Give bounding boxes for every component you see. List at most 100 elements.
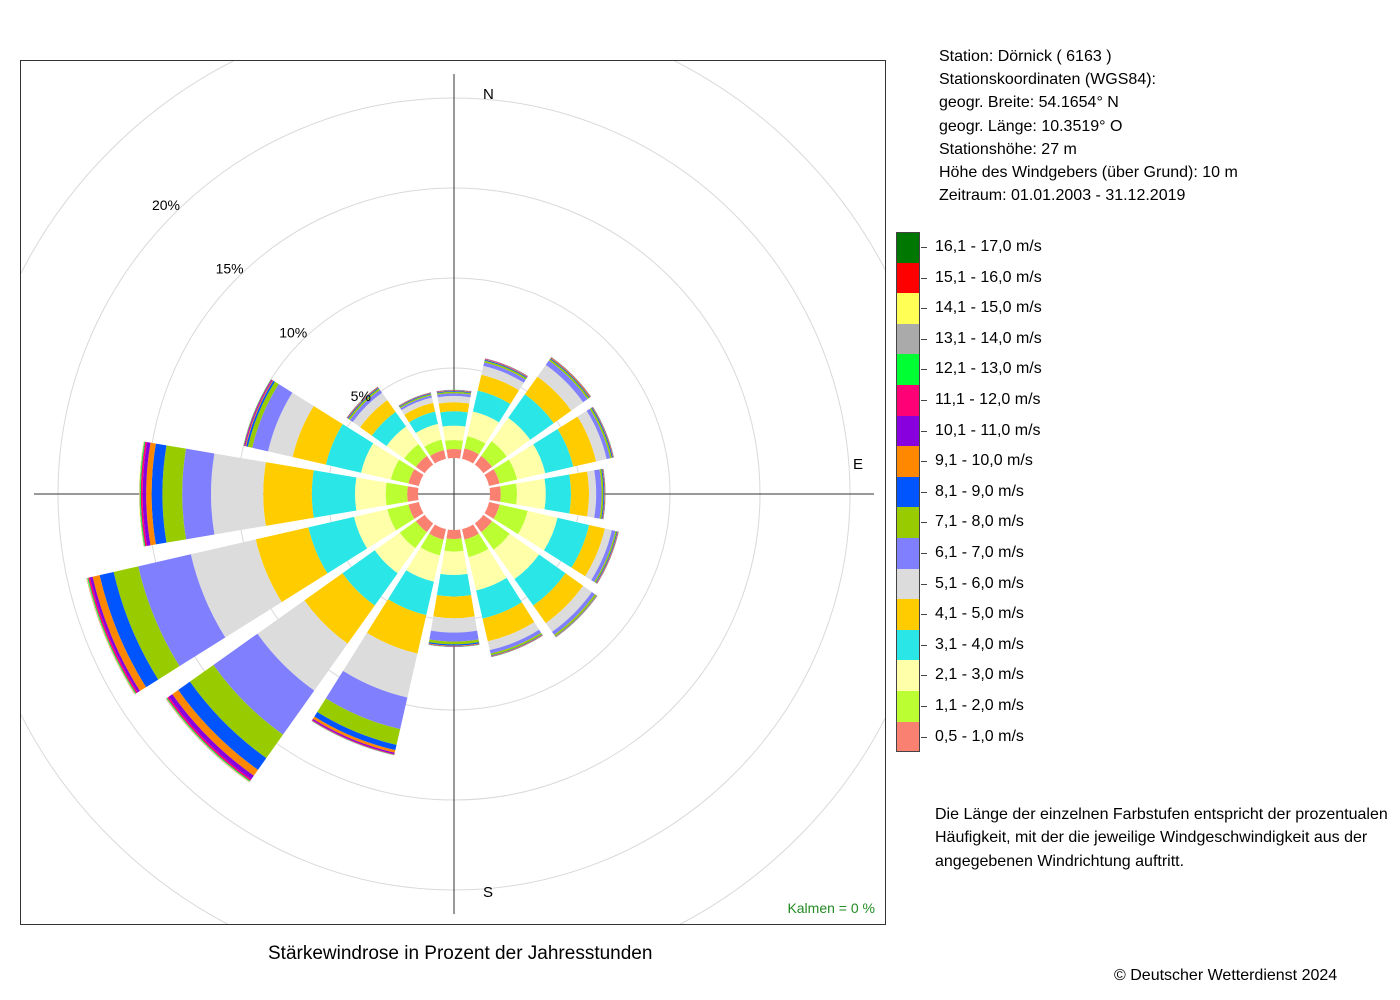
legend-label: 6,1 - 7,0 m/s bbox=[935, 544, 1024, 561]
segment-wsw-class-6 bbox=[190, 539, 282, 638]
ring-label-10: 10% bbox=[279, 324, 307, 340]
segment-sso-class-7 bbox=[489, 629, 542, 654]
segment-n-class-5 bbox=[438, 402, 470, 413]
segment-w-class-11 bbox=[142, 442, 151, 546]
segment-nno-class-9 bbox=[484, 359, 528, 379]
legend-tick bbox=[921, 583, 927, 585]
calm-annotation: Kalmen = 0 % bbox=[787, 900, 875, 916]
sector-so bbox=[474, 514, 598, 638]
segment-nno-class-8 bbox=[484, 360, 527, 380]
segment-ssw-class-10 bbox=[312, 716, 396, 753]
segment-sso-class-3 bbox=[468, 548, 507, 591]
legend-swatch bbox=[896, 721, 920, 753]
segment-sso-class-6 bbox=[487, 622, 540, 651]
legend-tick bbox=[921, 430, 927, 432]
segment-sw-class-5 bbox=[304, 573, 375, 644]
segment-sw-class-3 bbox=[374, 532, 416, 574]
segment-nw-class-3 bbox=[386, 426, 419, 459]
legend-tick bbox=[921, 247, 927, 248]
sector-oso bbox=[484, 502, 619, 584]
legend-item: 5,1 - 6,0 m/s bbox=[896, 568, 1196, 600]
segment-oso-class-3 bbox=[518, 510, 558, 551]
segment-sw-class-7 bbox=[213, 633, 315, 735]
segment-o-class-5 bbox=[569, 471, 589, 517]
legend-swatch bbox=[896, 232, 920, 263]
segment-ssw-class-7 bbox=[325, 670, 408, 730]
segment-nnw-class-5 bbox=[404, 402, 436, 423]
segment-wnw-class-5 bbox=[292, 406, 343, 465]
segment-o-class-8 bbox=[599, 469, 604, 519]
segment-n-class-14 bbox=[436, 389, 472, 392]
legend-label: 16,1 - 17,0 m/s bbox=[935, 238, 1042, 255]
segment-nw-class-4 bbox=[371, 411, 407, 447]
sector-sso bbox=[462, 524, 543, 658]
segment-ono-class-8 bbox=[589, 407, 612, 459]
segment-wsw-class-2 bbox=[387, 504, 415, 531]
segment-wsw-class-10 bbox=[92, 575, 146, 692]
legend-swatch bbox=[896, 323, 920, 355]
legend-tick bbox=[921, 277, 927, 279]
segment-ssw-class-2 bbox=[420, 533, 444, 556]
legend-tick bbox=[921, 461, 927, 463]
segment-nnw-class-3 bbox=[415, 423, 442, 447]
legend-tick bbox=[921, 369, 927, 371]
segment-oso-class-5 bbox=[571, 524, 605, 577]
sector-sw bbox=[165, 514, 434, 783]
legend-item: 13,1 - 14,0 m/s bbox=[896, 323, 1196, 355]
segment-s-class-5 bbox=[433, 595, 475, 619]
legend-label: 10,1 - 11,0 m/s bbox=[935, 421, 1041, 439]
segment-ssw-class-9 bbox=[314, 712, 397, 751]
legend-swatch bbox=[896, 262, 920, 294]
segment-wsw-class-11 bbox=[89, 576, 140, 693]
segment-s-class-4 bbox=[436, 573, 472, 597]
segment-so-class-7 bbox=[552, 592, 595, 635]
segment-ono-class-1 bbox=[484, 469, 500, 486]
segment-n-class-11 bbox=[436, 390, 472, 392]
segment-o-class-4 bbox=[544, 474, 571, 514]
station-latitude: geogr. Breite: 54.1654° N bbox=[939, 94, 1119, 112]
segment-o-class-2 bbox=[500, 483, 517, 505]
legend-label: 15,1 - 16,0 m/s bbox=[935, 268, 1042, 286]
segment-sw-class-10 bbox=[172, 690, 258, 776]
segment-nw-class-6 bbox=[352, 392, 388, 428]
segment-o-class-13 bbox=[603, 468, 606, 520]
segment-w-class-15 bbox=[138, 441, 144, 547]
sector-nnw bbox=[398, 392, 446, 464]
legend-swatch bbox=[896, 354, 920, 385]
legend-item: 7,1 - 8,0 m/s bbox=[896, 507, 1196, 538]
segment-nw-class-5 bbox=[360, 400, 396, 436]
segment-oso-class-1 bbox=[484, 502, 500, 519]
legend-tick bbox=[921, 308, 927, 310]
segment-ono-class-4 bbox=[533, 428, 574, 474]
copyright-notice: © Deutscher Wetterdienst 2024 bbox=[1114, 967, 1338, 984]
segment-nw-class-8 bbox=[348, 388, 380, 420]
segment-no-class-6 bbox=[537, 364, 584, 411]
segment-sso-class-4 bbox=[476, 577, 522, 619]
sector-nw bbox=[346, 386, 434, 474]
segment-wnw-class-1 bbox=[408, 469, 424, 486]
segment-n-class-9 bbox=[436, 391, 472, 394]
segment-so-class-2 bbox=[481, 521, 510, 550]
segment-s-class-1 bbox=[446, 529, 462, 539]
legend-label: 8,1 - 9,0 m/s bbox=[935, 482, 1024, 500]
segment-n-class-10 bbox=[436, 390, 472, 393]
segment-sw-class-11 bbox=[168, 694, 254, 780]
segment-no-class-1 bbox=[474, 455, 493, 474]
segment-wsw-class-3 bbox=[353, 509, 397, 549]
segment-n-class-4 bbox=[440, 411, 468, 427]
legend-tick bbox=[921, 338, 927, 340]
legend-item: 15,1 - 16,0 m/s bbox=[896, 262, 1196, 294]
segment-nnw-class-6 bbox=[401, 397, 434, 415]
segment-nno-class-1 bbox=[462, 448, 479, 464]
segment-w-class-6 bbox=[211, 453, 266, 535]
segment-ssw-class-3 bbox=[406, 547, 440, 582]
legend-tick bbox=[921, 614, 927, 616]
ring-label-20: 20% bbox=[152, 197, 180, 213]
compass-label-n: N bbox=[483, 86, 494, 103]
legend-label: 3,1 - 4,0 m/s bbox=[935, 635, 1024, 653]
segment-sw-class-6 bbox=[257, 600, 348, 691]
segment-wsw-class-1 bbox=[408, 502, 424, 519]
segment-o-class-6 bbox=[587, 470, 597, 518]
segment-so-class-4 bbox=[514, 554, 566, 606]
legend-item: 0,5 - 1,0 m/s bbox=[896, 721, 1196, 753]
